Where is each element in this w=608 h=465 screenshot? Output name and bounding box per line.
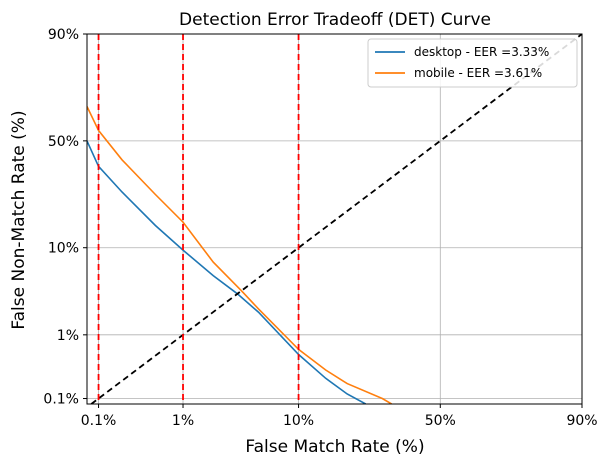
series-line-0 (87, 140, 367, 404)
x-axis-label: False Match Rate (%) (245, 437, 424, 457)
chart-title: Detection Error Tradeoff (DET) Curve (179, 10, 491, 30)
x-tick-label: 50% (425, 413, 456, 429)
y-tick-label: 90% (48, 27, 79, 43)
x-tick-label: 90% (566, 413, 597, 429)
series-line-1 (87, 106, 393, 404)
x-tick-label: 10% (283, 413, 314, 429)
x-tick-label: 1% (172, 413, 194, 429)
legend-label-0: desktop - EER =3.33% (414, 45, 549, 59)
y-tick-label: 1% (57, 328, 79, 344)
axes-frame (86, 33, 583, 405)
diagonal-reference-line (90, 34, 582, 404)
legend-box (367, 38, 578, 88)
plot-clip-group (87, 34, 582, 404)
plot-area: 0.1% 1% 10% 50% 90% 90% 50% 10% 1% 0.1% desktop - … (43, 27, 597, 429)
y-axis-label: False Non-Match Rate (%) (9, 110, 29, 329)
legend-label-1: mobile - EER =3.61% (414, 66, 542, 80)
y-tick-label: 50% (48, 134, 79, 150)
x-tick-label: 0.1% (81, 413, 117, 429)
y-tick-label: 0.1% (43, 392, 79, 408)
y-tick-label: 10% (48, 241, 79, 257)
